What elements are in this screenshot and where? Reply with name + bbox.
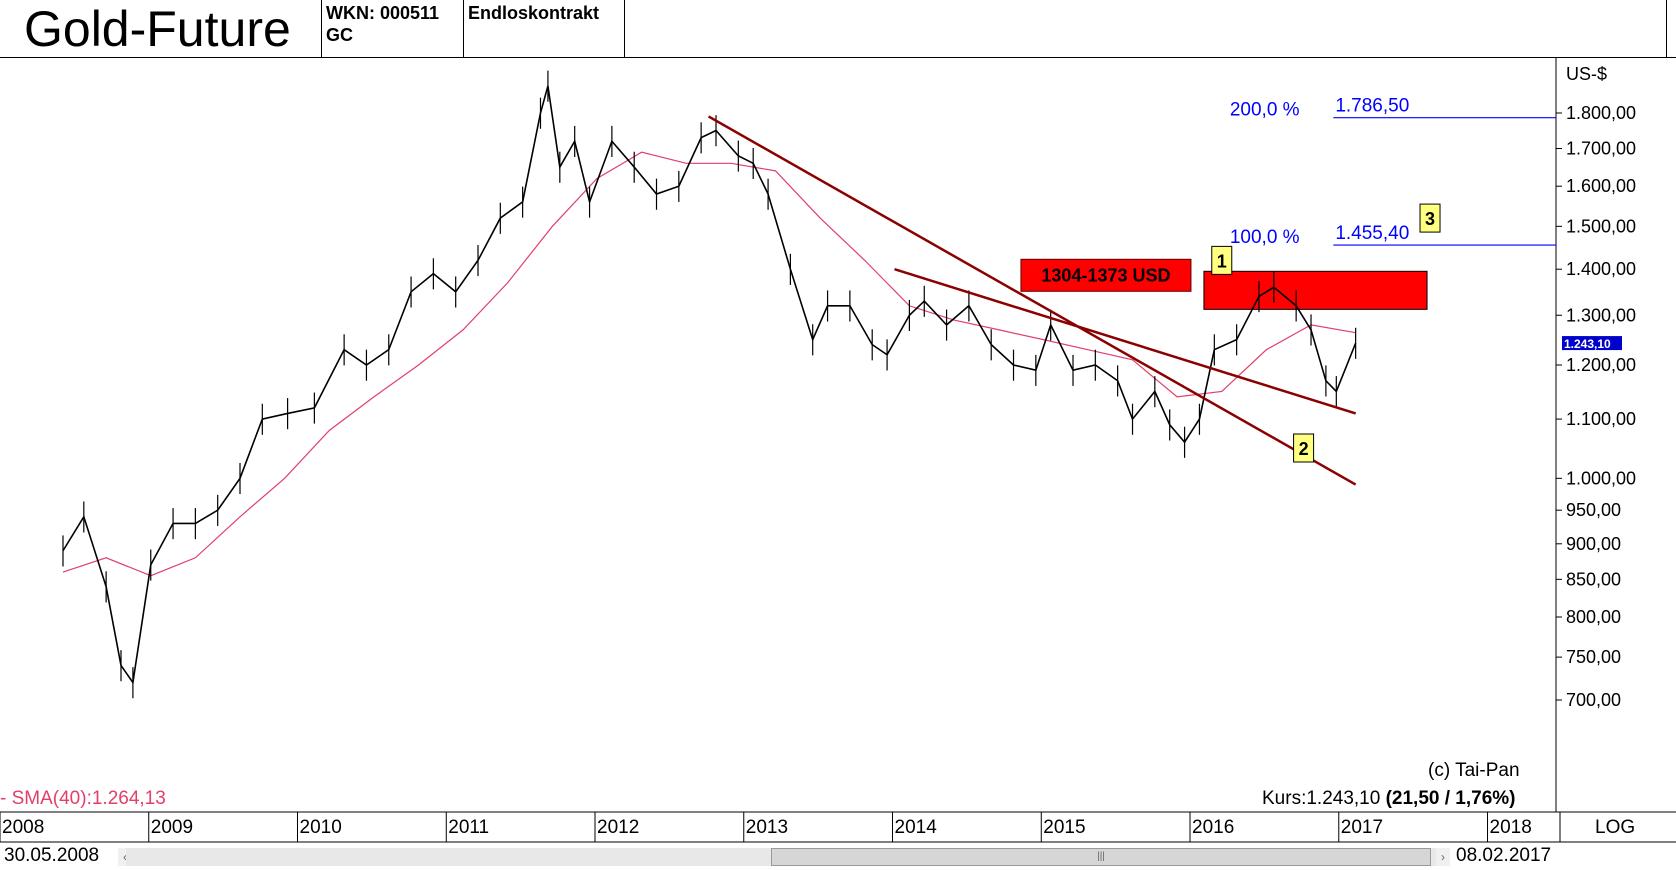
header-right-border [1666,0,1667,57]
contract-cell: Endloskontrakt [463,0,625,57]
last-price-tag: 1.243,10 [1562,336,1622,351]
last-price-text: 1.243,10 [1564,337,1611,351]
y-tick-label: 1.300,00 [1566,305,1636,325]
x-axis-labels: 2008 2009 2010 2011 2012 2013 2014 2015 2016 2017… [0,812,1532,842]
kurs-label: Kurs:1.243,10 (21,50 / 1,76%) [1262,788,1516,809]
wave-marker-box [1293,433,1315,463]
fib-level-percent: 100,0 % [1230,227,1300,248]
x-tick-label: 2017 [1341,817,1383,838]
y-axis-ticks: 1.800,00 1.700,00 1.600,00 1.500,00 1.400,00… [1556,103,1636,710]
y-tick-label: 900,00 [1566,534,1621,554]
y-tick-label: 1.400,00 [1566,259,1636,279]
instrument-title: Gold-Future [24,1,291,57]
zone-label-text: 1304-1373 USD [1041,265,1170,285]
y-tick-label: 1.700,00 [1566,139,1636,159]
x-tick-label: 2015 [1043,817,1085,838]
x-tick-label: 2013 [746,817,788,838]
x-tick-label: 2018 [1490,817,1532,838]
wave-marker-label: 2 [1299,439,1309,459]
x-tick-label: 2011 [448,817,489,838]
symbol-label: GC [326,25,353,45]
zone-rect [1203,270,1428,310]
wave-markers: 1 2 3 [1211,203,1441,463]
y-tick-label: 700,00 [1566,690,1621,710]
y-tick-label: 1.000,00 [1566,468,1636,488]
y-tick-label: 750,00 [1566,647,1621,667]
y-tick-label: 1.100,00 [1566,409,1636,429]
x-tick-label: 2012 [597,817,639,838]
x-tick-label: 2016 [1192,817,1234,838]
start-date: 30.05.2008 [4,845,100,866]
wave-marker-box [1419,203,1441,233]
y-tick-label: 1.800,00 [1566,103,1636,123]
y-tick-label: 1.500,00 [1566,216,1636,236]
zone-label-box [1020,258,1192,292]
chart-header: Gold-Future WKN: 000511 GC Endloskontrak… [0,0,1676,58]
copyright-label: (c) Tai-Pan [1428,760,1520,781]
y-tick-label: 950,00 [1566,500,1621,520]
last-price-box [1562,336,1622,351]
wave-marker-label: 1 [1217,251,1227,271]
fib-level-value: 1.786,50 [1335,96,1409,117]
wave-marker-label: 3 [1425,209,1435,229]
trendlines [707,115,1357,486]
sma-40-line [62,151,1356,577]
y-tick-label: 1.600,00 [1566,176,1636,196]
x-tick-label: 2008 [2,817,44,838]
x-tick-label: 2014 [895,817,938,838]
scrollbar-thumb[interactable]: ||| [771,848,1431,866]
y-tick-label: 800,00 [1566,607,1621,627]
x-tick-label: 2009 [151,817,193,838]
wkn-label: WKN: 000511 [326,3,440,23]
y-tick-label: 850,00 [1566,569,1621,589]
scroll-right-button[interactable]: › [1436,848,1450,866]
sma-legend: - SMA(40):1.264,13 [0,788,166,809]
fib-level-value: 1.455,40 [1335,223,1409,244]
fib-level-percent: 200,0 % [1230,100,1300,121]
wave-marker-box [1211,245,1233,275]
contract-label: Endloskontrakt [468,3,600,23]
end-date: 08.02.2017 [1456,845,1552,866]
fibonacci-levels: 200,0 % 1.786,50 100,0 % 1.455,40 [1230,96,1556,248]
price-chart: 1.800,00 1.700,00 1.600,00 1.500,00 1.400,00… [0,58,1676,843]
wkn-cell: WKN: 000511 GC [321,0,463,57]
scrollbar-grip: ||| [1097,851,1105,862]
x-tick-label: 2010 [300,817,342,838]
trendline [894,268,1357,415]
y-tick-label: 1.200,00 [1566,355,1636,375]
trendline [707,115,1357,486]
resistance-zone: 1304-1373 USD [1020,258,1428,310]
currency-label: US-$ [1566,64,1607,84]
log-scale-toggle[interactable]: LOG [1595,817,1635,838]
